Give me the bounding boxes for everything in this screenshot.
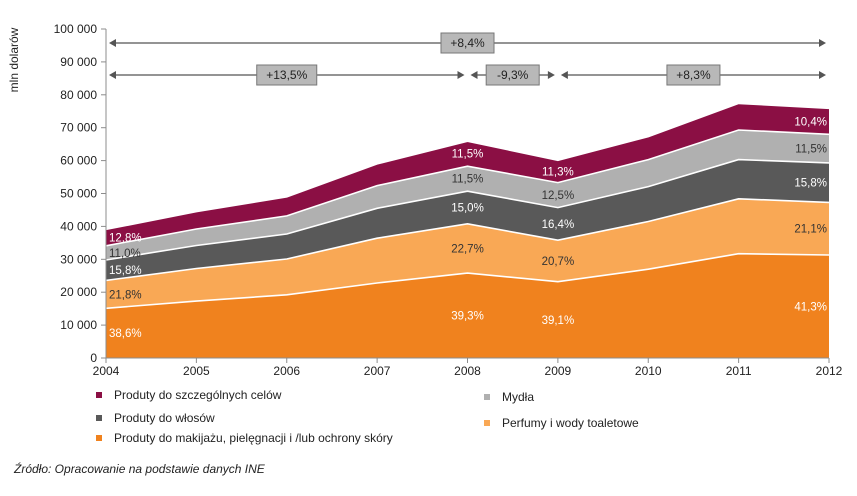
arrow-head [819, 39, 826, 47]
legend-swatch-soap [484, 394, 490, 400]
growth-label-box [485, 64, 540, 86]
growth-label: +8,3% [676, 68, 711, 82]
area-series-0 [106, 253, 829, 358]
data-label: 15,8% [109, 265, 142, 277]
data-label: 11,5% [795, 144, 827, 156]
legend-label-special: Produty do szczególnych celów [114, 388, 282, 402]
y-tick-label: 70 000 [60, 121, 97, 135]
data-label: 41,3% [794, 302, 827, 314]
y-tick-label: 80 000 [60, 88, 97, 102]
area-series-2 [106, 159, 829, 281]
y-tick-label: 10 000 [60, 318, 97, 332]
x-tick-label: 2006 [273, 364, 300, 378]
x-tick-label: 2010 [635, 364, 662, 378]
growth-label-box [666, 64, 721, 86]
y-tick-label: 0 [90, 351, 97, 365]
arrow-head [547, 71, 555, 79]
data-label: 22,7% [451, 243, 484, 255]
y-axis-title: mln dolarów [7, 27, 21, 92]
legend-item-special: Produty do szczególnych celów [96, 388, 281, 402]
arrow-head [470, 71, 478, 79]
legend-swatch-perfume [484, 420, 490, 426]
series-boundary-1 [105, 197, 830, 282]
data-label: 12,5% [542, 190, 575, 202]
data-label: 11,0% [109, 248, 141, 260]
legend-swatch-makeup [96, 435, 102, 441]
y-tick-label: 90 000 [60, 55, 97, 69]
data-label: 20,7% [542, 256, 575, 268]
y-tick-label: 50 000 [60, 187, 97, 201]
data-label: 11,3% [542, 166, 574, 178]
growth-label: +13,5% [266, 68, 307, 82]
data-label: 11,5% [452, 149, 484, 161]
area-series-3 [106, 130, 829, 260]
data-label: 10,4% [794, 116, 827, 128]
legend-swatch-special [96, 392, 102, 398]
legend-label-makeup: Produty do makijażu, pielęgnacji i /lub … [114, 431, 393, 445]
data-label: 15,0% [451, 202, 484, 214]
growth-label-box [440, 32, 495, 54]
arrow-head [819, 71, 826, 79]
arrow-head [109, 39, 116, 47]
data-label: 39,3% [451, 311, 484, 323]
y-tick-label: 100 000 [54, 22, 98, 36]
area-series-1 [106, 198, 829, 309]
y-tick-label: 40 000 [60, 219, 97, 233]
arrow-head [109, 71, 116, 79]
growth-label: +8,4% [450, 36, 485, 50]
data-label: 21,1% [794, 224, 827, 236]
x-tick-label: 2011 [726, 364, 752, 378]
data-label: 39,1% [542, 315, 575, 327]
legend-label-perfume: Perfumy i wody toaletowe [502, 416, 639, 430]
legend-item-perfume: Perfumy i wody toaletowe [484, 416, 639, 430]
arrow-head [457, 71, 465, 79]
legend-item-hair: Produty do włosów [96, 411, 215, 425]
y-tick-label: 60 000 [60, 154, 97, 168]
data-label: 16,4% [542, 219, 575, 231]
y-tick-label: 30 000 [60, 252, 97, 266]
legend-item-soap: Mydła [484, 390, 534, 404]
data-label: 12,8% [109, 233, 142, 245]
legend-label-soap: Mydła [502, 390, 535, 404]
x-tick-label: 2009 [545, 364, 572, 378]
data-label: 11,5% [452, 174, 484, 186]
source-note: Źródło: Opracowanie na podstawie danych … [14, 462, 265, 476]
x-tick-label: 2008 [454, 364, 481, 378]
growth-label-box [256, 64, 318, 86]
legend-item-makeup: Produty do makijażu, pielęgnacji i /lub … [96, 431, 393, 445]
x-tick-label: 2005 [183, 364, 210, 378]
series-boundary-0 [105, 252, 830, 310]
x-tick-label: 2004 [93, 364, 120, 378]
data-label: 21,8% [109, 289, 142, 301]
legend-label-hair: Produty do włosów [114, 411, 215, 425]
legend-swatch-hair [96, 415, 102, 421]
area-series-4 [106, 103, 829, 246]
x-tick-label: 2012 [816, 364, 843, 378]
series-boundary-4 [105, 102, 830, 231]
series-boundary-2 [105, 158, 830, 261]
series-boundary-3 [105, 129, 830, 247]
growth-label: -9,3% [497, 68, 529, 82]
y-tick-label: 20 000 [60, 285, 97, 299]
data-label: 38,6% [109, 328, 142, 340]
x-tick-label: 2007 [364, 364, 391, 378]
arrow-head [560, 71, 568, 79]
data-label: 15,8% [794, 178, 827, 190]
